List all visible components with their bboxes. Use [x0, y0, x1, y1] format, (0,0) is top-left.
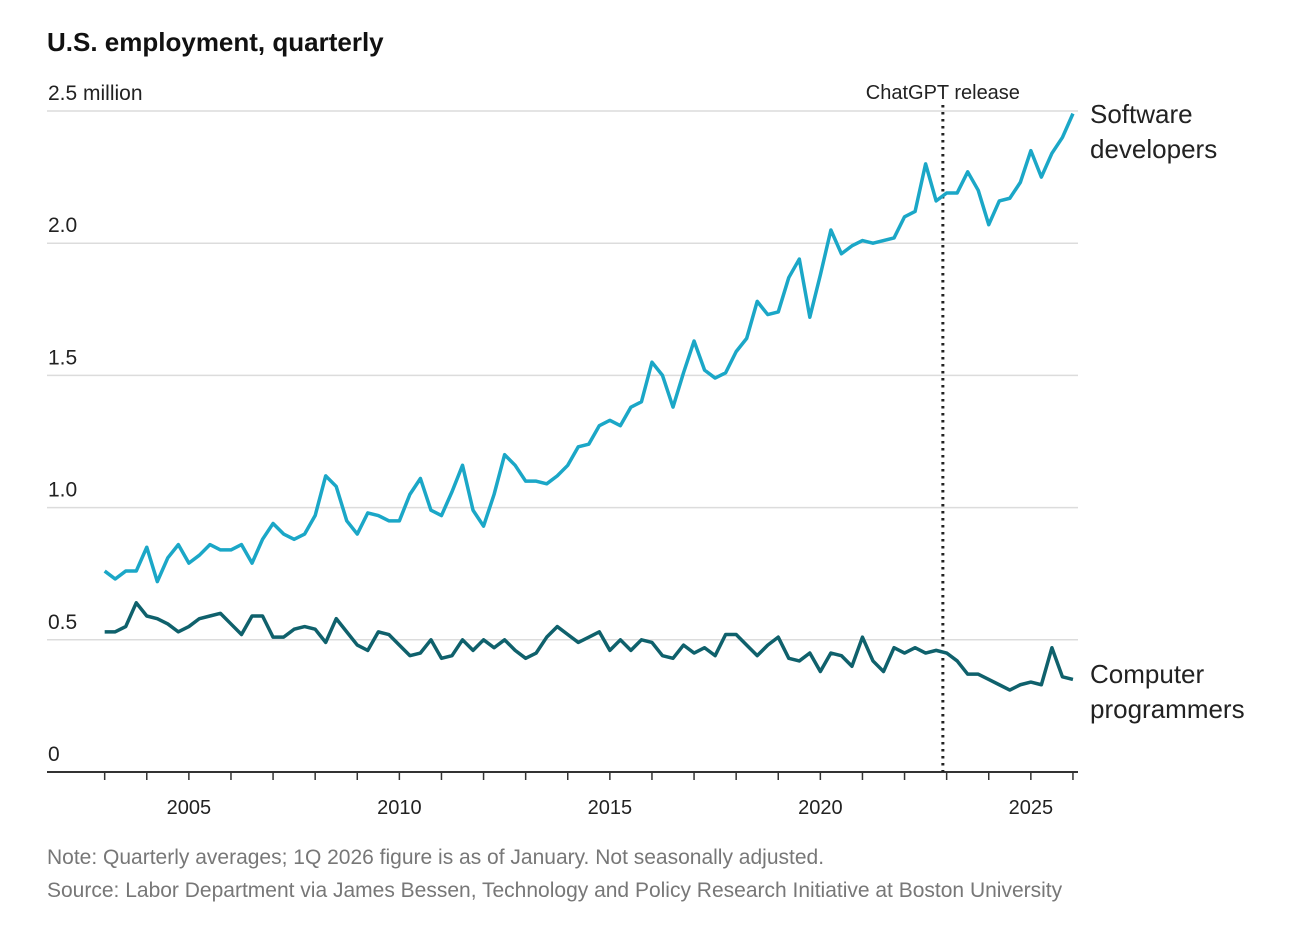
x-tick-label: 2005 [167, 797, 212, 819]
y-tick-label: 0 [48, 743, 60, 766]
source: Source: Labor Department via James Besse… [47, 879, 1063, 902]
y-tick-label: 1.5 [48, 346, 77, 369]
series-line [104, 601, 1074, 692]
x-tick-label: 2010 [377, 797, 422, 819]
y-tick-label: 1.0 [48, 479, 77, 502]
x-tick-label: 2020 [798, 797, 843, 819]
x-tick-label: 2025 [1009, 797, 1054, 819]
note: Note: Quarterly averages; 1Q 2026 figure… [47, 846, 824, 869]
chart-title: U.S. employment, quarterly [47, 27, 384, 57]
series-label: Software developers [1090, 98, 1218, 164]
series-line [103, 112, 1075, 584]
series-label: Computer programmers [1090, 659, 1245, 725]
y-tick-label: 0.5 [48, 611, 77, 634]
y-tick-label: 2.5 million [48, 82, 143, 105]
annotation-label: ChatGPT release [866, 82, 1020, 104]
y-tick-label: 2.0 [48, 214, 77, 237]
x-tick-label: 2015 [588, 797, 633, 819]
